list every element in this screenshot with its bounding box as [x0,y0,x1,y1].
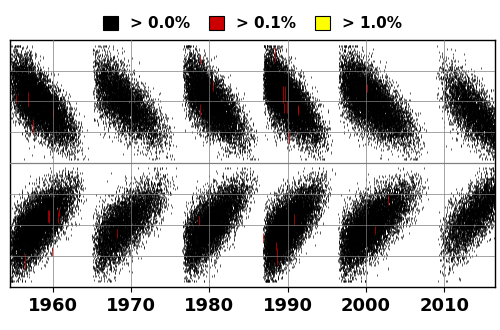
Legend: > 0.0%, > 0.1%, > 1.0%: > 0.0%, > 0.1%, > 1.0% [96,10,408,37]
